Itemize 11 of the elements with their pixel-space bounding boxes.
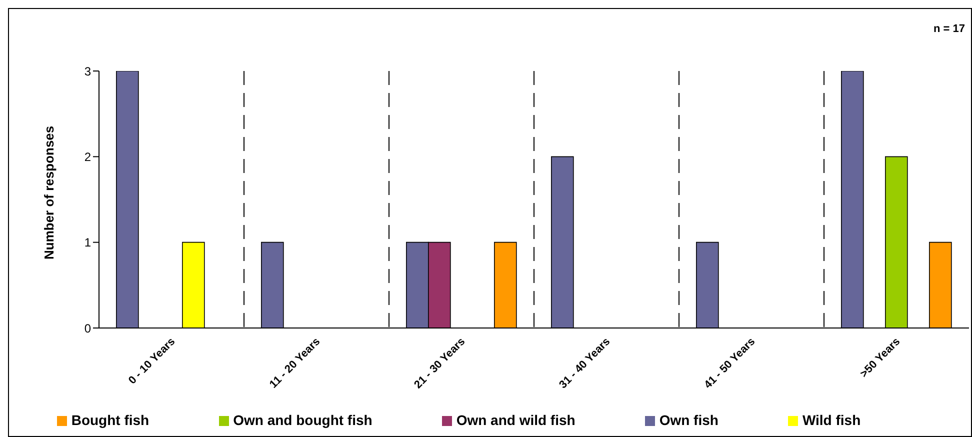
legend-label: Bought fish <box>71 412 150 428</box>
y-axis-title: Number of responses <box>42 126 57 260</box>
legend-label: Own fish <box>659 412 718 428</box>
y-tick-label: 3 <box>84 64 92 78</box>
legend-label: Wild fish <box>802 412 861 428</box>
text: n = 17 <box>934 23 965 35</box>
legend-label: Own and bought fish <box>233 412 372 428</box>
y-tick-label: 0 <box>84 321 92 336</box>
y-tick-label: 2 <box>84 150 92 164</box>
y-tick-label: 1 <box>84 236 92 250</box>
legend-label: Own and wild fish <box>456 412 576 428</box>
